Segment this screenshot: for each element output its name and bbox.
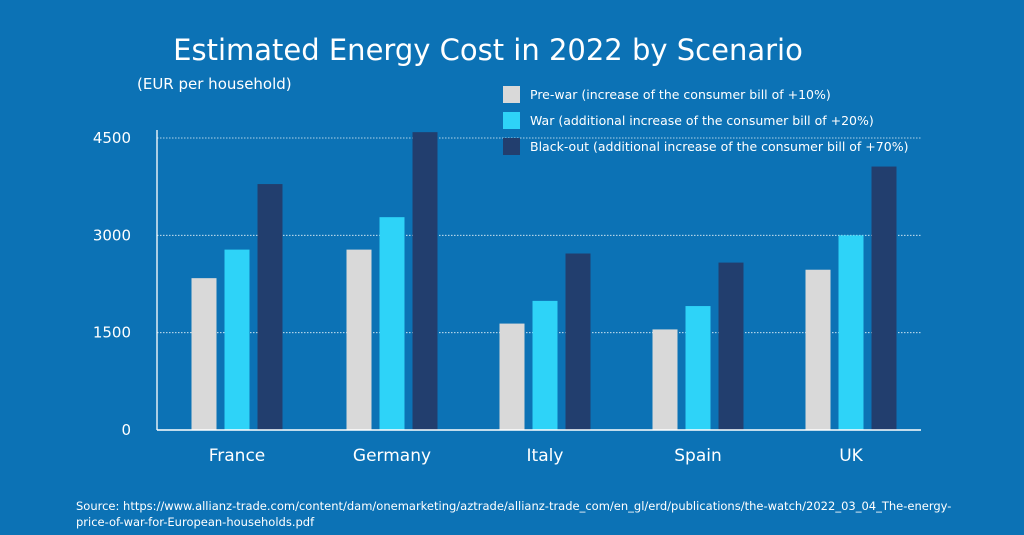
bar (838, 235, 864, 430)
x-tick-label: UK (839, 446, 863, 466)
axes: 0 1500 3000 4500 France Germany Italy Spain UK (93, 129, 921, 466)
bar (805, 269, 831, 430)
y-tick-label: 3000 (93, 226, 131, 244)
bar (191, 278, 217, 430)
legend-swatch (503, 86, 520, 103)
source-note: Source: https://www.allianz-trade.com/co… (76, 499, 952, 529)
bar (499, 323, 525, 430)
bar (685, 306, 711, 430)
bar (224, 249, 250, 430)
y-tick-label: 1500 (93, 324, 131, 342)
y-tick-label: 0 (121, 421, 131, 439)
legend: Pre-war (increase of the consumer bill o… (503, 86, 908, 155)
legend-label: Pre-war (increase of the consumer bill o… (530, 87, 831, 102)
legend-swatch (503, 138, 520, 155)
legend-swatch (503, 112, 520, 129)
x-tick-label: Italy (527, 446, 564, 466)
bar (379, 217, 405, 430)
chart-title: Estimated Energy Cost in 2022 by Scenari… (173, 33, 803, 67)
bar (532, 300, 558, 430)
chart-subtitle: (EUR per household) (137, 75, 292, 93)
bar (565, 253, 591, 430)
bar (652, 329, 678, 430)
x-tick-label: Germany (353, 446, 431, 466)
x-tick-label: France (209, 446, 266, 466)
bar (871, 166, 897, 430)
bar (257, 184, 283, 430)
legend-label: War (additional increase of the consumer… (530, 113, 874, 128)
x-tick-label: Spain (674, 446, 722, 466)
y-tick-label: 4500 (93, 129, 131, 147)
bars (191, 132, 897, 430)
bar (346, 249, 372, 430)
legend-label: Black-out (additional increase of the co… (530, 139, 908, 154)
bar (412, 132, 438, 430)
bar (718, 262, 744, 430)
